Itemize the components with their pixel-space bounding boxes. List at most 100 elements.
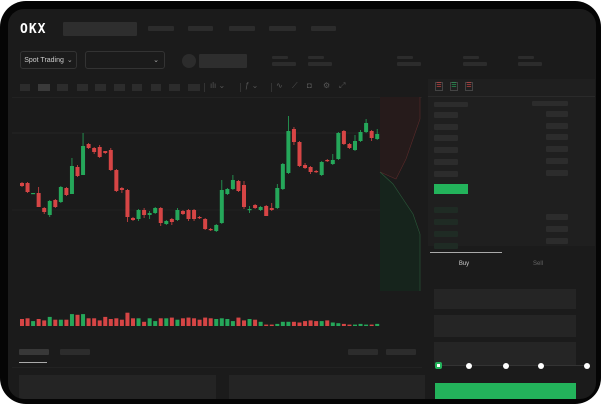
bid-price[interactable] xyxy=(434,207,458,213)
pair-dropdown[interactable]: ⌄ xyxy=(85,51,165,69)
candle-down xyxy=(303,165,308,168)
interval-button[interactable] xyxy=(77,84,88,91)
bid-price[interactable] xyxy=(434,243,458,249)
volume-bar xyxy=(314,321,319,326)
tab-order-history[interactable] xyxy=(60,349,90,355)
volume-bar xyxy=(131,318,135,326)
slider-stop-100[interactable] xyxy=(584,363,590,369)
candle-up xyxy=(153,208,158,213)
ask-price[interactable] xyxy=(434,124,458,130)
search-placeholder[interactable] xyxy=(63,22,137,36)
candle-down xyxy=(119,188,124,190)
nav-item[interactable] xyxy=(188,26,213,31)
slider-track[interactable] xyxy=(439,365,589,366)
bid-price[interactable] xyxy=(434,219,458,225)
candle-down xyxy=(197,217,202,219)
candle-down xyxy=(114,170,119,191)
candle-down xyxy=(253,205,258,208)
ask-price[interactable] xyxy=(434,159,458,165)
chart-type-icon[interactable]: ılı ⌄ xyxy=(210,81,226,90)
filter-button[interactable] xyxy=(386,349,416,355)
stat-label xyxy=(308,56,324,59)
nav-item[interactable] xyxy=(269,26,296,31)
candle-down xyxy=(325,160,330,162)
candle-down xyxy=(291,129,296,142)
interval-button[interactable] xyxy=(188,84,200,91)
ruler-icon[interactable]: ⟋ xyxy=(292,81,298,90)
indicator-icon[interactable]: ƒ ⌄ xyxy=(245,81,259,90)
ask-price[interactable] xyxy=(434,171,458,177)
volume-bar xyxy=(169,317,174,326)
slider-handle[interactable] xyxy=(435,362,442,369)
candle-up xyxy=(31,193,36,195)
amount-input[interactable] xyxy=(434,315,576,337)
nav-item[interactable] xyxy=(229,26,255,31)
tab-sell[interactable]: Sell xyxy=(532,261,543,267)
market-selector-button[interactable]: Spot Trading ⌄ xyxy=(20,51,77,69)
asks-only-icon[interactable]: ☰ xyxy=(465,82,473,91)
candle-up xyxy=(336,133,341,159)
candle-down xyxy=(97,147,102,157)
volume-bar xyxy=(358,323,363,326)
candle-up xyxy=(358,132,363,141)
candle-up xyxy=(136,210,141,219)
buy-button[interactable] xyxy=(435,383,576,399)
volume-bar xyxy=(75,314,80,326)
volume-bar xyxy=(175,319,180,326)
volume-bar xyxy=(103,316,108,326)
volume-bar xyxy=(69,314,74,326)
slider-stop-75[interactable] xyxy=(538,363,544,369)
volume-bar xyxy=(214,319,219,326)
bid-price[interactable] xyxy=(434,231,458,237)
nav-item[interactable] xyxy=(148,26,174,31)
camera-icon[interactable]: ◘ xyxy=(307,81,312,90)
order-amount xyxy=(546,123,568,129)
interval-button[interactable] xyxy=(169,84,180,91)
volume-bar xyxy=(336,323,341,326)
depth-bids-area xyxy=(380,172,420,291)
pair-name-placeholder xyxy=(199,54,247,68)
bids-only-icon[interactable]: ☰ xyxy=(450,82,458,91)
ask-price[interactable] xyxy=(434,147,458,153)
interval-button-active[interactable] xyxy=(38,84,50,91)
order-amount xyxy=(546,134,568,140)
okx-logo[interactable]: OKX xyxy=(20,22,47,37)
slider-stop-25[interactable] xyxy=(466,363,472,369)
volume-bar xyxy=(147,318,152,326)
interval-button[interactable] xyxy=(114,84,125,91)
filter-button[interactable] xyxy=(348,349,378,355)
ask-price[interactable] xyxy=(434,135,458,141)
tab-buy[interactable]: Buy xyxy=(458,261,470,267)
candlestick-chart[interactable] xyxy=(8,9,596,399)
tab-open-orders[interactable] xyxy=(19,349,49,355)
depth-bids-line xyxy=(379,171,421,291)
fullscreen-icon[interactable]: ⤢ xyxy=(339,81,346,90)
volume-bar xyxy=(208,318,213,326)
depth-asks-area xyxy=(380,97,420,179)
volume-bar xyxy=(275,323,280,326)
candle-up xyxy=(280,164,285,189)
settings-icon[interactable]: ⚙ xyxy=(323,81,331,90)
candle-up xyxy=(81,146,86,175)
interval-button[interactable] xyxy=(95,84,106,91)
interval-button[interactable] xyxy=(132,84,142,91)
ask-price[interactable] xyxy=(434,112,458,118)
stat-value xyxy=(272,62,296,66)
coin-icon xyxy=(182,54,196,68)
both-sides-icon[interactable]: ☰ xyxy=(435,82,443,91)
slider-stop-50[interactable] xyxy=(503,363,509,369)
volume-bar xyxy=(247,319,252,326)
interval-button[interactable] xyxy=(57,84,68,91)
volume-bar xyxy=(269,324,274,326)
nav-item[interactable] xyxy=(311,26,336,31)
price-input[interactable] xyxy=(434,289,576,309)
draw-line-icon[interactable]: ∿ xyxy=(276,81,283,90)
volume-bar xyxy=(369,324,374,326)
price-header xyxy=(434,102,468,107)
order-amount xyxy=(546,158,568,164)
total-input[interactable] xyxy=(434,342,576,366)
interval-button[interactable] xyxy=(151,84,161,91)
candle-down xyxy=(308,167,313,172)
interval-button[interactable] xyxy=(20,84,30,91)
